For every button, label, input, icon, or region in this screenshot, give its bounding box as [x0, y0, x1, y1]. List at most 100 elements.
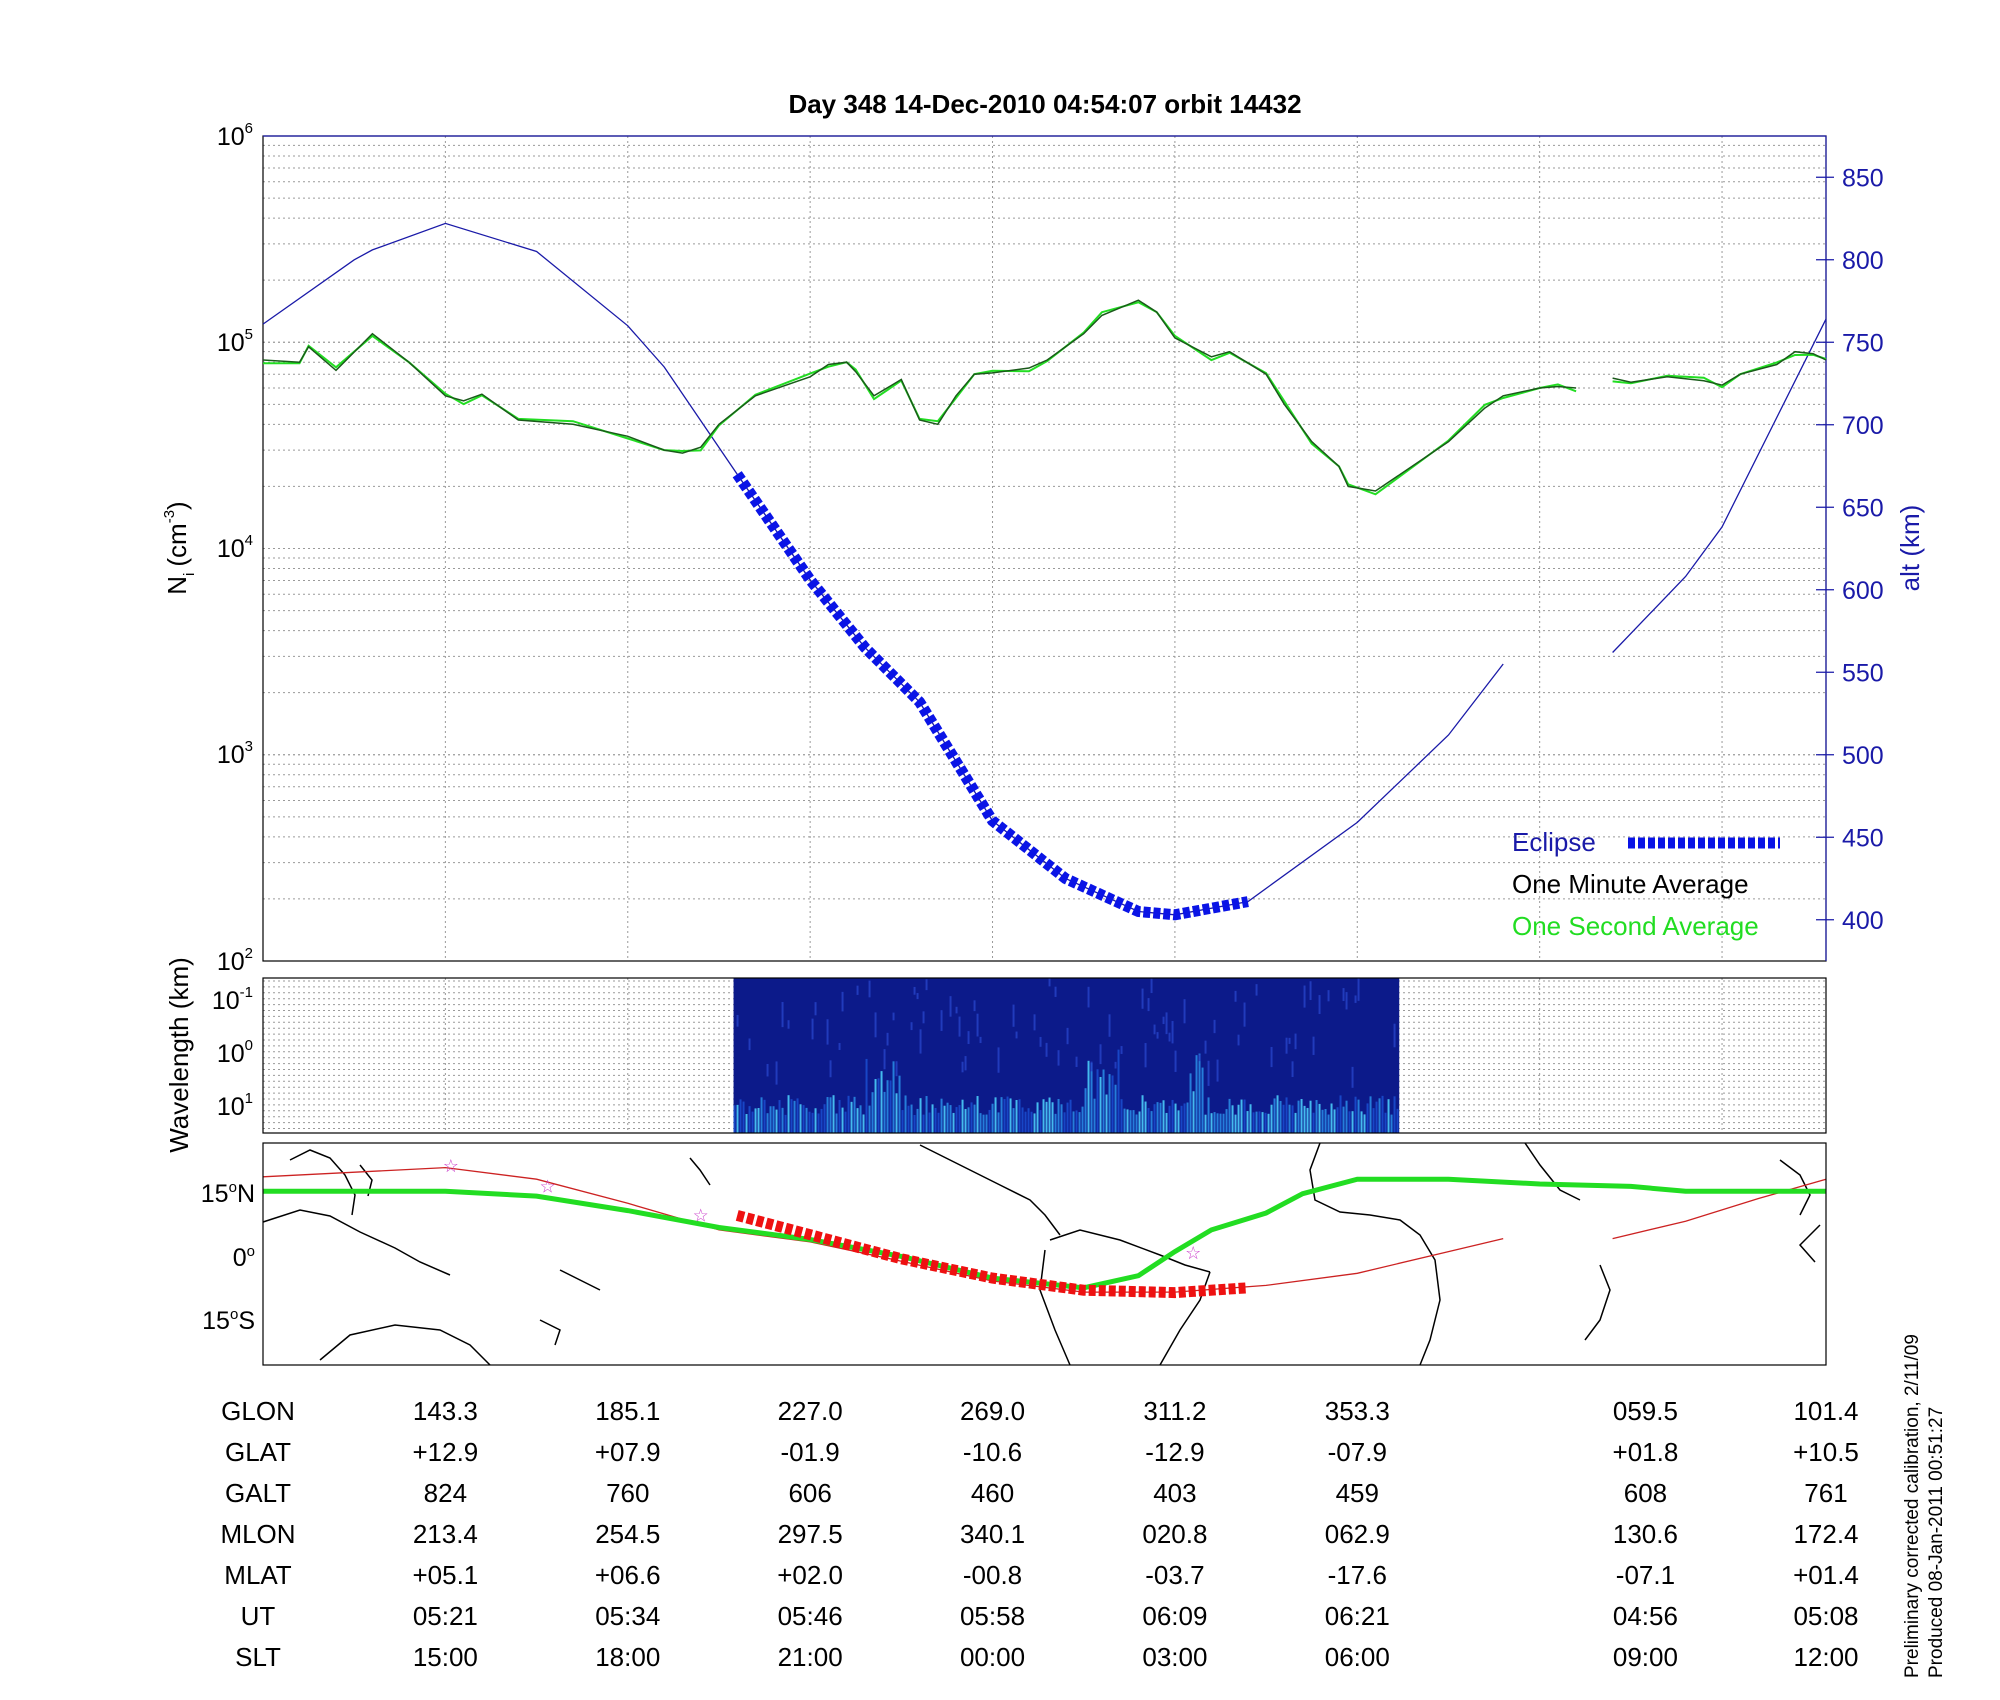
spectrogram-cell	[1153, 1024, 1156, 1035]
spectrogram-cell	[1012, 1004, 1015, 1027]
spectrogram-column	[1357, 1099, 1360, 1133]
spectrogram-cell	[886, 1032, 889, 1046]
spectrogram-column	[1006, 1096, 1009, 1133]
coastline-path	[1524, 1142, 1581, 1201]
spectrogram-cell	[868, 980, 871, 998]
spectrogram-column	[934, 1107, 937, 1133]
spectrogram-column	[769, 1106, 772, 1133]
legend: Eclipse One Minute Average One Second Av…	[1512, 827, 1780, 941]
spectrogram-cell	[856, 985, 859, 995]
spectrogram-column	[943, 1105, 946, 1133]
ephemeris-cell: 172.4	[1793, 1519, 1858, 1549]
legend-eclipse-label: Eclipse	[1512, 827, 1596, 857]
altitude-line	[1612, 318, 1827, 653]
spectrogram-column	[736, 1104, 739, 1133]
spectrogram-column	[796, 1098, 799, 1133]
spectrogram-cell	[973, 1000, 976, 1012]
spectrogram-column	[1015, 1099, 1018, 1133]
ephemeris-cell: -12.9	[1145, 1437, 1204, 1467]
spectrogram-column	[1066, 1102, 1069, 1133]
spectrogram-column	[1234, 1114, 1237, 1133]
spectrogram-column	[844, 1111, 847, 1133]
spectrogram-column	[1213, 1112, 1216, 1133]
spectrogram-column	[1306, 1107, 1309, 1133]
spectrogram-column	[847, 1095, 850, 1133]
spectrogram-column	[829, 1097, 832, 1133]
spectrogram-cell	[1213, 1019, 1216, 1034]
spectrogram-cell	[1162, 1016, 1165, 1025]
spectrogram-column	[916, 1108, 919, 1133]
spectrogram-cell	[1120, 1046, 1123, 1054]
coastline-path	[319, 1324, 491, 1366]
spectrogram-column	[850, 1101, 853, 1133]
spectrogram-cell	[775, 1061, 778, 1085]
wavelength-axis-label: Wavelength (km)	[164, 957, 194, 1153]
spectrogram-column	[1246, 1111, 1249, 1133]
spectrogram-column	[1198, 1053, 1201, 1133]
coastline-path	[689, 1157, 711, 1186]
spectrogram-column	[1042, 1099, 1045, 1133]
ephemeris-cell: 353.3	[1325, 1396, 1390, 1426]
spectrogram-column	[1021, 1107, 1024, 1133]
spectrogram-cell	[916, 993, 919, 1000]
top-grid	[263, 136, 1826, 961]
ephemeris-cell: -03.7	[1145, 1560, 1204, 1590]
spectrogram-cell	[787, 1020, 790, 1029]
spectrogram-column	[841, 1107, 844, 1133]
spectrogram-column	[1069, 1099, 1072, 1133]
spectrogram-cell	[1198, 1054, 1201, 1062]
spectrogram-column	[1036, 1102, 1039, 1133]
spectrogram-cell	[919, 1029, 922, 1054]
spectrogram-column	[1114, 1084, 1117, 1133]
spectrogram-column	[1150, 1111, 1153, 1133]
spectrogram-column	[1276, 1095, 1279, 1133]
spectrogram-column	[838, 1099, 841, 1133]
spectrogram-cell	[1174, 1050, 1177, 1072]
spectrogram-column	[1135, 1114, 1138, 1133]
spectrogram-column	[1249, 1104, 1252, 1133]
spectrogram-column	[976, 1096, 979, 1133]
ephemeris-row-label: MLON	[220, 1519, 295, 1549]
spectrogram-column	[925, 1096, 928, 1133]
coastline-path	[289, 1149, 356, 1216]
spectrogram-column	[1228, 1098, 1231, 1133]
spectrogram-column	[1123, 1108, 1126, 1133]
coastline-path	[1584, 1264, 1611, 1341]
ephemeris-cell: +12.9	[412, 1437, 478, 1467]
spectrogram-cell	[922, 1011, 925, 1024]
ephemeris-cell: +01.8	[1613, 1437, 1679, 1467]
ephemeris-cell: 15:00	[413, 1642, 478, 1672]
spectrogram-column	[1393, 1096, 1396, 1133]
spectrogram-column	[994, 1097, 997, 1133]
spectrogram-column	[970, 1102, 973, 1133]
ephemeris-cell: 254.5	[595, 1519, 660, 1549]
spectrogram-cell	[1099, 1044, 1102, 1065]
spectrogram-cell	[748, 1038, 751, 1051]
ephemeris-cell: 606	[788, 1478, 831, 1508]
left-tick-label: 106	[217, 120, 253, 151]
spectrogram-cell	[1048, 978, 1051, 987]
spectrogram-cell	[976, 1013, 979, 1037]
ephemeris-cell: 760	[606, 1478, 649, 1508]
spectrogram-cell	[1291, 1061, 1294, 1078]
spectrogram-cell	[1309, 981, 1312, 1001]
spectrogram-cell	[1270, 1046, 1273, 1068]
spectrogram-column	[1309, 1100, 1312, 1133]
ephemeris-cell: 03:00	[1142, 1642, 1207, 1672]
spectrogram-column	[1009, 1098, 1012, 1133]
spectrogram-column	[1219, 1113, 1222, 1133]
altitude-line	[262, 222, 1504, 916]
spectrogram-column	[1243, 1099, 1246, 1133]
spectrogram-column	[766, 1113, 769, 1133]
spectrogram-cell	[895, 1061, 898, 1077]
coastline-path	[1049, 1229, 1211, 1273]
spectrogram-column	[1267, 1113, 1270, 1133]
spectrogram-column	[1195, 1055, 1198, 1133]
spectrogram-column	[1174, 1103, 1177, 1133]
spectrogram-column	[1318, 1103, 1321, 1133]
ephemeris-cell: 06:09	[1142, 1601, 1207, 1631]
spectrogram-column	[1027, 1108, 1030, 1133]
spectrogram-cell	[1087, 986, 1090, 1008]
magnetic-equator-line	[263, 1176, 1826, 1291]
ephemeris-cell: 130.6	[1613, 1519, 1678, 1549]
